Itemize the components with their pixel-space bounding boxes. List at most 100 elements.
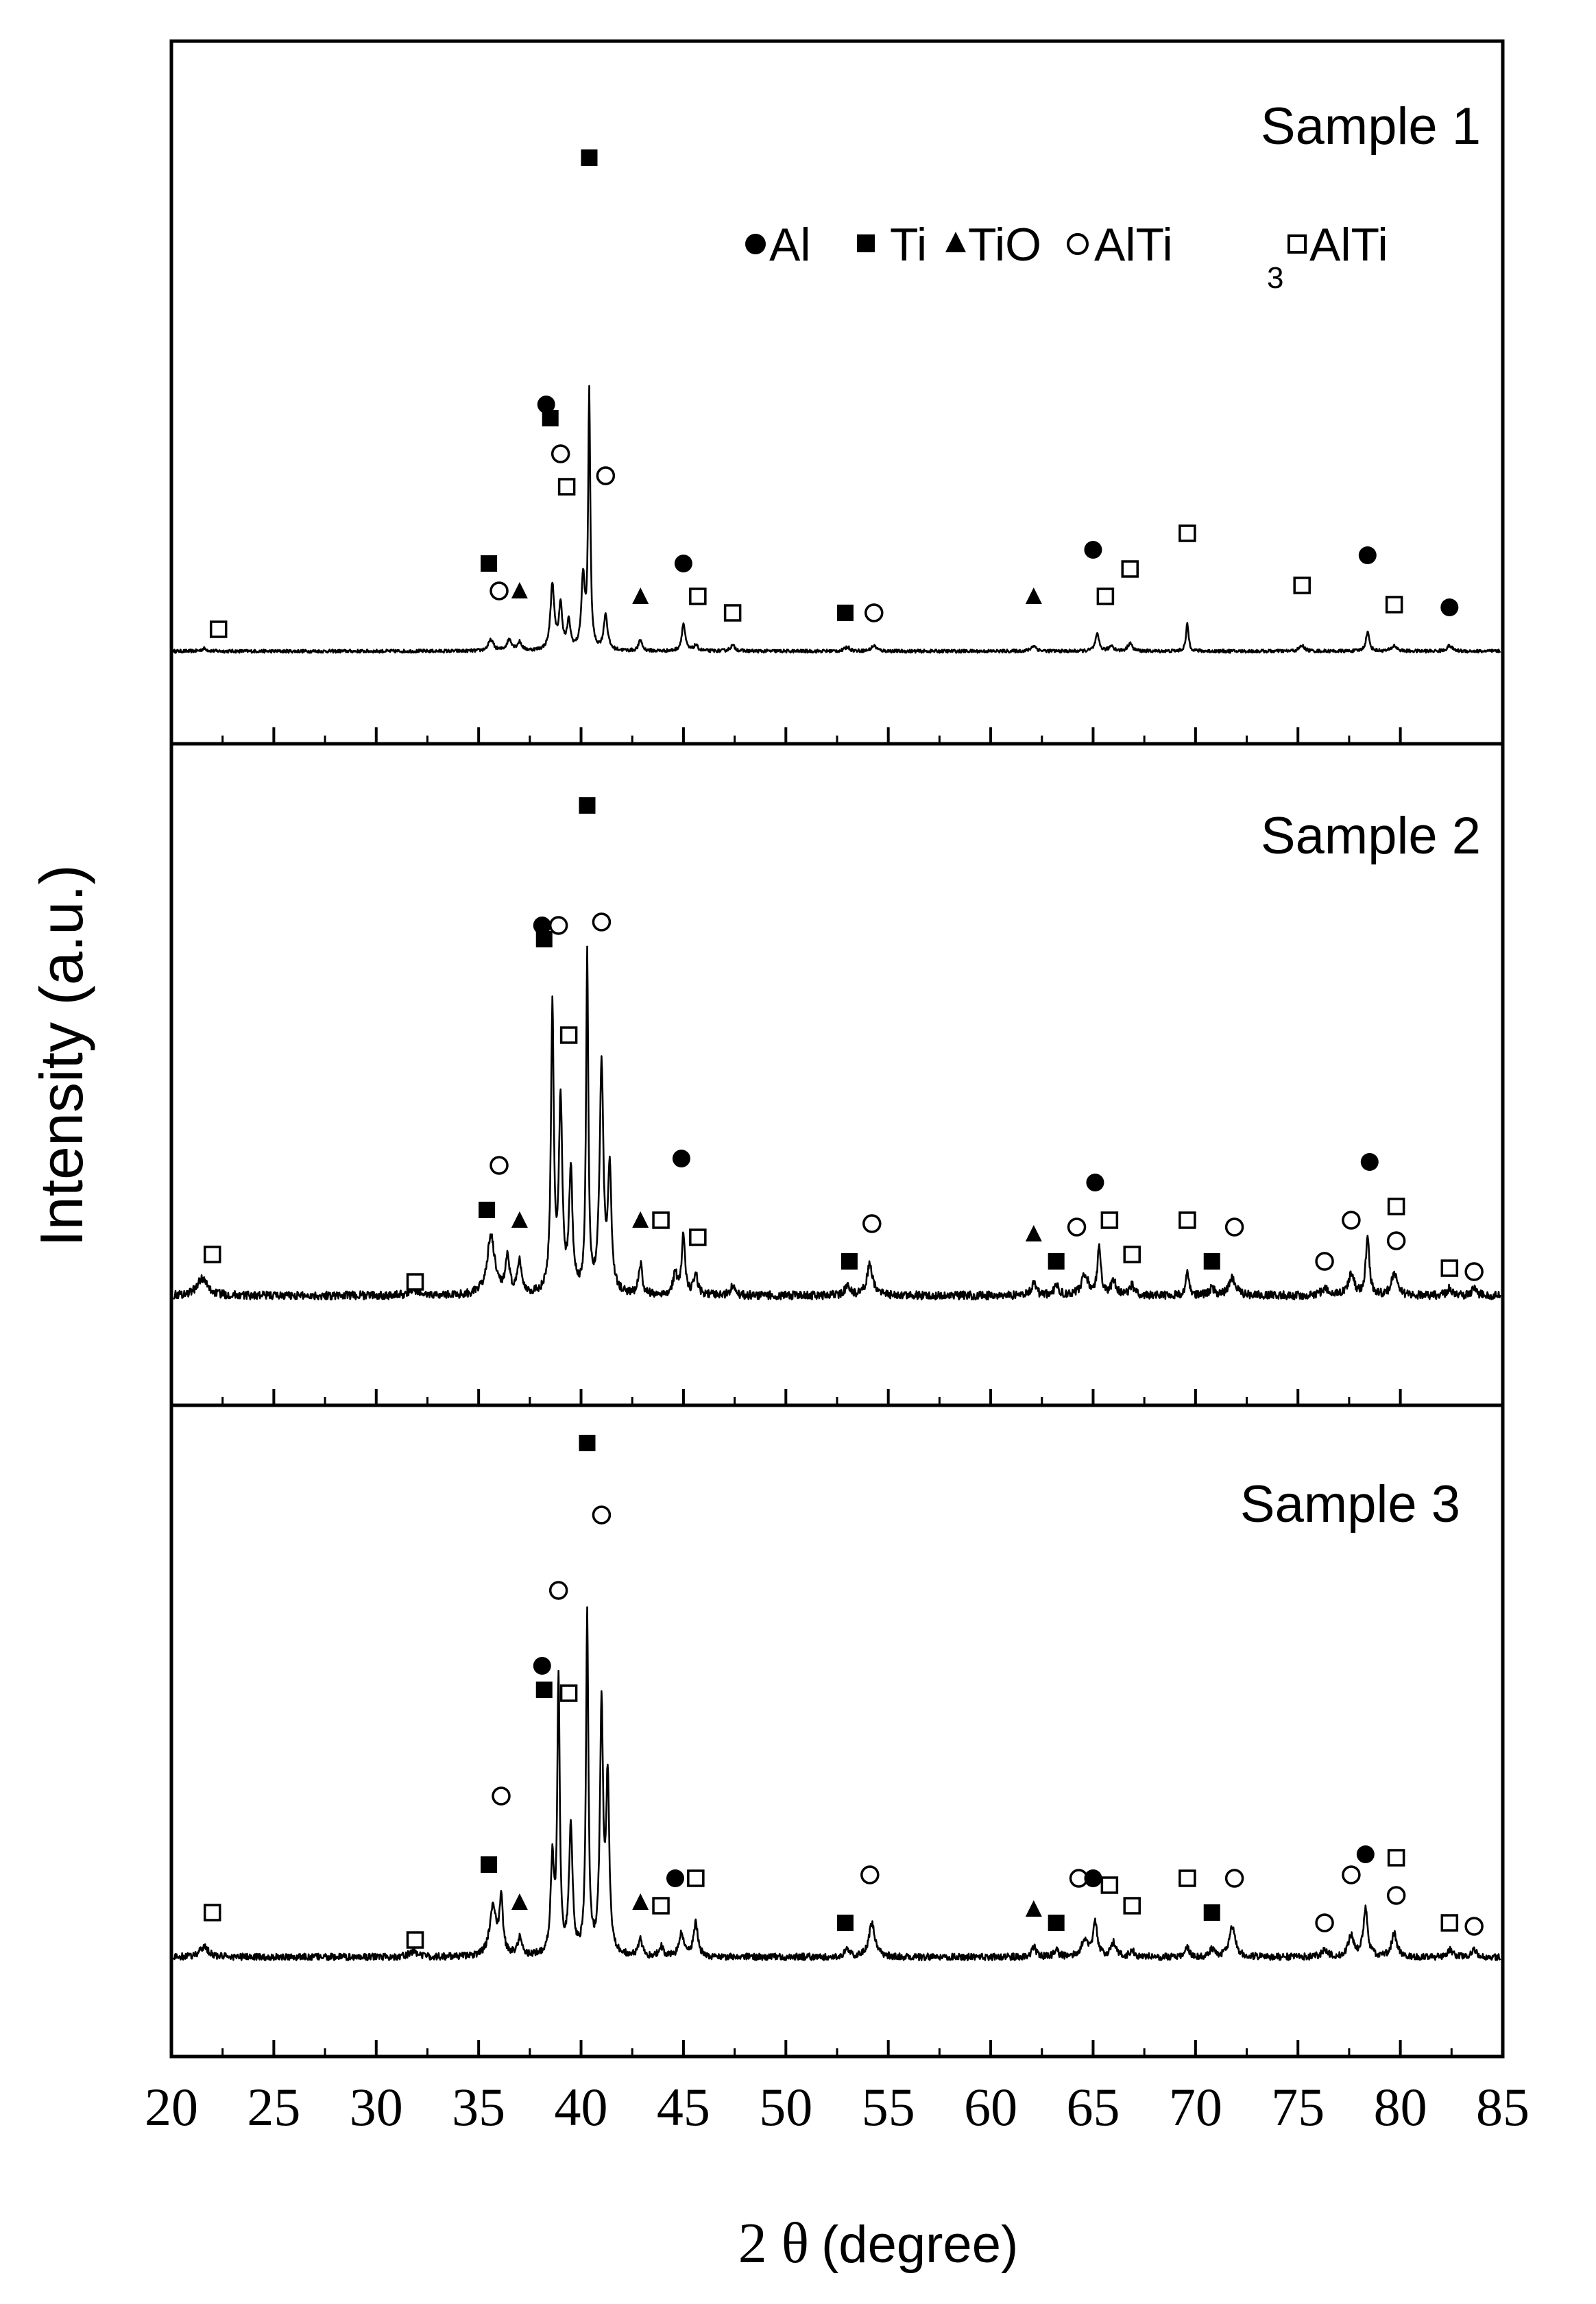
y-axis-label: Intensity (a.u.) — [27, 864, 95, 1247]
peak-marker-filled-circle-11 — [674, 555, 692, 572]
peak-marker-filled-triangle-11 — [632, 1211, 649, 1228]
legend-alti3-label: AlTi — [1094, 219, 1173, 271]
peak-marker-open-circle-26 — [1315, 1913, 1334, 1932]
peak-marker-filled-circle-28 — [1360, 1153, 1379, 1171]
peak-marker-open-square-22 — [1123, 1897, 1141, 1915]
peak-marker-open-square-0 — [204, 1904, 221, 1921]
x-tick-label-65: 65 — [1066, 2077, 1120, 2137]
x-tick-label-55: 55 — [862, 2077, 915, 2137]
peak-marker-open-circle-32 — [1464, 1917, 1484, 1936]
legend-alti-marker-icon — [1287, 234, 1307, 254]
peak-marker-open-square-29 — [1387, 1198, 1405, 1215]
x-tick-label-30: 30 — [350, 2077, 403, 2137]
x-tick-label-75: 75 — [1271, 2077, 1325, 2137]
peak-marker-filled-circle-20 — [1086, 1174, 1104, 1191]
x-tick-label-25: 25 — [247, 2077, 300, 2137]
peak-marker-filled-circle-13 — [666, 1869, 684, 1887]
peak-marker-filled-triangle-4 — [511, 1211, 528, 1228]
peak-marker-open-circle-27 — [1342, 1211, 1361, 1230]
peak-marker-open-square-20 — [1178, 524, 1196, 542]
x-tick-label-60: 60 — [964, 2077, 1017, 2137]
peak-marker-filled-circle-5 — [533, 1657, 551, 1675]
peak-marker-open-square-18 — [1096, 587, 1115, 605]
peak-marker-filled-square-18 — [1048, 1253, 1065, 1270]
x-axis-label-unit: (degree) — [821, 2216, 1018, 2274]
x-tick-label-35: 35 — [452, 2077, 505, 2137]
peak-marker-filled-square-2 — [479, 1202, 496, 1218]
peak-marker-filled-triangle-16 — [1025, 587, 1042, 604]
legend-ti-label: Ti — [890, 219, 927, 271]
peak-marker-filled-square-15 — [841, 1253, 858, 1270]
peak-marker-filled-square-1 — [481, 555, 498, 572]
xrd-trace-sample-1 — [172, 385, 1501, 654]
legend: Al Ti TiO AlTi 3 AlTi — [745, 219, 1388, 295]
peak-marker-open-circle-7 — [548, 916, 568, 935]
peak-marker-open-square-23 — [1178, 1869, 1196, 1887]
legend-alti3-marker-icon — [1067, 233, 1089, 255]
peak-marker-open-square-0 — [209, 620, 228, 638]
legend-al-label: Al — [769, 219, 810, 271]
peak-marker-filled-square-6 — [535, 1682, 553, 1698]
x-axis: 20 25 30 35 40 45 50 55 60 65 70 75 80 85 — [145, 2040, 1530, 2137]
peak-marker-filled-square-6 — [535, 931, 553, 947]
panel-label-sample-3: Sample 3 — [1240, 1475, 1460, 1533]
peak-marker-open-square-23 — [1385, 596, 1403, 614]
peak-marker-filled-triangle-3 — [511, 582, 528, 598]
peak-marker-open-square-14 — [689, 1228, 707, 1246]
peak-marker-open-circle-27 — [1342, 1865, 1361, 1884]
legend-tio-label: TiO — [968, 219, 1041, 271]
peak-marker-filled-square-9 — [579, 1435, 596, 1451]
peak-marker-filled-circle-20 — [1084, 1869, 1102, 1887]
peak-marker-open-square-29 — [1387, 1849, 1405, 1867]
peak-marker-open-circle-26 — [1315, 1252, 1334, 1271]
peak-marker-filled-circle-28 — [1356, 1845, 1375, 1863]
x-tick-label-80: 80 — [1374, 2077, 1427, 2137]
legend-alti3-subscript: 3 — [1267, 261, 1283, 295]
peak-marker-open-circle-19 — [1067, 1217, 1087, 1237]
peak-marker-open-square-31 — [1440, 1914, 1459, 1932]
x-tick-label-70: 70 — [1169, 2077, 1222, 2137]
peak-marker-open-circle-30 — [1386, 1886, 1406, 1905]
peak-marker-open-square-12 — [689, 587, 707, 605]
xrd-trace-sample-3 — [172, 1606, 1501, 1961]
x-axis-label: 2 θ (degree) — [738, 2211, 1019, 2275]
peak-marker-filled-square-24 — [1203, 1904, 1220, 1921]
peak-marker-open-square-1 — [406, 1931, 424, 1949]
peak-marker-open-square-12 — [652, 1897, 670, 1915]
x-tick-label-40: 40 — [555, 2077, 608, 2137]
peak-marker-filled-circle-4 — [537, 396, 555, 413]
legend-al-marker-icon — [745, 234, 766, 254]
peak-marker-open-circle-2 — [489, 581, 509, 601]
peak-marker-filled-triangle-17 — [1025, 1225, 1042, 1241]
peak-marker-open-circle-15 — [864, 603, 884, 622]
peak-marker-filled-square-15 — [836, 1915, 854, 1931]
panel-3: Sample 3 — [169, 1403, 1505, 2059]
peak-marker-filled-square-24 — [1203, 1253, 1220, 1270]
peak-marker-filled-square-8 — [581, 149, 598, 166]
peak-marker-filled-circle-5 — [533, 917, 551, 934]
peak-marker-filled-triangle-10 — [632, 587, 649, 604]
peak-marker-open-square-31 — [1440, 1259, 1459, 1277]
peak-marker-filled-circle-13 — [672, 1150, 690, 1167]
x-axis-label-prefix: 2 θ — [738, 2211, 809, 2275]
peak-marker-open-circle-3 — [489, 1156, 509, 1175]
x-tick-label-50: 50 — [759, 2077, 812, 2137]
peak-marker-open-circle-6 — [551, 444, 570, 463]
x-tick-label-20: 20 — [145, 2077, 198, 2137]
peak-marker-open-square-22 — [1123, 1246, 1141, 1263]
peak-marker-filled-circle-22 — [1358, 546, 1377, 564]
peak-marker-open-square-8 — [559, 1684, 578, 1702]
legend-ti-marker-icon — [857, 234, 875, 252]
legend-alti-label: AlTi — [1309, 219, 1388, 271]
peak-marker-filled-circle-17 — [1084, 541, 1102, 559]
peak-marker-open-square-8 — [559, 1026, 578, 1044]
peak-marker-open-circle-10 — [592, 1505, 612, 1525]
peak-marker-filled-square-9 — [579, 797, 596, 814]
peak-marker-open-circle-3 — [492, 1786, 511, 1806]
peak-marker-open-square-19 — [1121, 560, 1139, 578]
peak-marker-open-square-0 — [204, 1246, 221, 1263]
legend-tio-marker-icon — [945, 232, 966, 252]
peak-marker-open-square-1 — [406, 1273, 424, 1291]
peak-marker-open-circle-25 — [1224, 1217, 1244, 1237]
